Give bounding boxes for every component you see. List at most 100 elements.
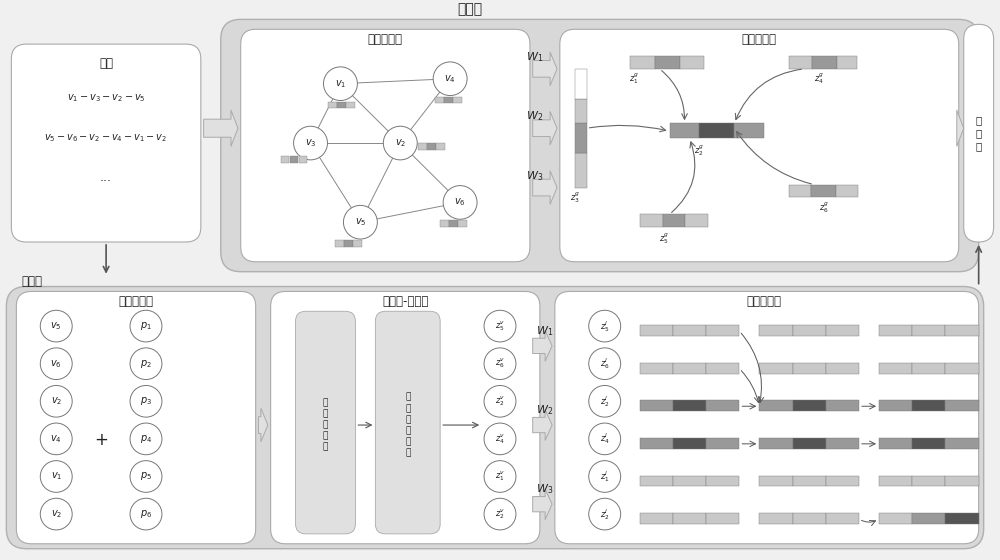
FancyBboxPatch shape	[964, 24, 994, 242]
Circle shape	[589, 423, 621, 455]
Circle shape	[589, 385, 621, 417]
Bar	[670, 123, 699, 138]
Bar	[706, 513, 739, 524]
Circle shape	[484, 385, 516, 417]
Text: $v_5$: $v_5$	[50, 320, 62, 332]
Circle shape	[484, 348, 516, 380]
Text: $z_5^l$: $z_5^l$	[600, 319, 610, 334]
Bar	[793, 438, 826, 449]
Text: $v_1$: $v_1$	[335, 78, 346, 90]
Text: $z_2^v$: $z_2^v$	[495, 507, 505, 521]
Text: $v_5-v_6-v_2-v_4-v_1-v_2$: $v_5-v_6-v_2-v_4-v_1-v_2$	[44, 132, 168, 144]
Text: $v_4$: $v_4$	[50, 433, 62, 445]
Bar	[344, 240, 353, 247]
Circle shape	[484, 461, 516, 492]
Bar	[673, 475, 706, 487]
Circle shape	[40, 310, 72, 342]
Text: 解耦学习层: 解耦学习层	[742, 32, 777, 46]
Text: $z_1^g$: $z_1^g$	[629, 71, 640, 86]
Bar	[328, 101, 337, 109]
Text: $W_3$: $W_3$	[526, 169, 544, 183]
Text: $+$: $+$	[94, 431, 108, 449]
Text: $v_2$: $v_2$	[51, 508, 62, 520]
Text: $z_6^l$: $z_6^l$	[600, 356, 610, 371]
Bar	[879, 475, 912, 487]
Bar	[435, 96, 444, 104]
Bar	[826, 513, 859, 524]
Text: 序列: 序列	[99, 58, 113, 71]
Bar	[673, 325, 706, 336]
Text: $z_4^v$: $z_4^v$	[495, 432, 505, 446]
Bar	[793, 325, 826, 336]
Bar	[811, 185, 836, 198]
Text: $z_2^g$: $z_2^g$	[694, 143, 705, 158]
Bar	[836, 185, 858, 198]
Bar	[789, 185, 811, 198]
Bar	[826, 400, 859, 411]
Bar	[793, 513, 826, 524]
Bar	[945, 400, 979, 411]
Circle shape	[130, 385, 162, 417]
Circle shape	[484, 498, 516, 530]
Text: $p_6$: $p_6$	[140, 508, 152, 520]
Circle shape	[40, 423, 72, 455]
Bar	[640, 363, 673, 374]
Circle shape	[443, 185, 477, 220]
Circle shape	[433, 62, 467, 96]
Circle shape	[323, 67, 357, 100]
FancyBboxPatch shape	[241, 29, 530, 262]
Bar	[699, 123, 734, 138]
FancyBboxPatch shape	[296, 311, 355, 534]
Circle shape	[40, 385, 72, 417]
Circle shape	[40, 348, 72, 380]
Bar	[458, 220, 467, 227]
Bar	[945, 438, 979, 449]
Text: $p_4$: $p_4$	[140, 433, 152, 445]
Bar	[945, 475, 979, 487]
Text: $p_3$: $p_3$	[140, 395, 152, 407]
Text: $z_6^g$: $z_6^g$	[819, 200, 829, 215]
Bar	[879, 363, 912, 374]
Circle shape	[40, 461, 72, 492]
Bar	[912, 475, 945, 487]
Text: $z_4^g$: $z_4^g$	[814, 71, 824, 86]
Bar	[575, 69, 587, 99]
Text: $W_3$: $W_3$	[536, 483, 554, 496]
Bar	[640, 438, 673, 449]
Text: $v_1$: $v_1$	[51, 470, 62, 482]
Text: $z_1^l$: $z_1^l$	[600, 469, 609, 484]
Bar	[793, 363, 826, 374]
Bar	[418, 143, 427, 150]
FancyBboxPatch shape	[555, 291, 979, 544]
Bar	[353, 240, 362, 247]
Text: 解耦学习层: 解耦学习层	[747, 295, 782, 308]
FancyBboxPatch shape	[375, 311, 440, 534]
Bar	[945, 325, 979, 336]
Bar	[912, 400, 945, 411]
FancyBboxPatch shape	[221, 20, 979, 272]
Bar	[436, 143, 445, 150]
FancyBboxPatch shape	[560, 29, 959, 262]
Circle shape	[40, 498, 72, 530]
Text: $z_5^g$: $z_5^g$	[659, 232, 670, 246]
Text: $z_4^l$: $z_4^l$	[600, 431, 610, 446]
Circle shape	[589, 498, 621, 530]
Text: $z_2^l$: $z_2^l$	[600, 394, 610, 409]
FancyBboxPatch shape	[11, 44, 201, 242]
Bar	[281, 156, 289, 163]
Bar	[673, 513, 706, 524]
Bar	[640, 214, 663, 227]
Bar	[346, 101, 355, 109]
Bar	[879, 438, 912, 449]
Bar	[673, 400, 706, 411]
Text: 变
分
自
编
码
器: 变 分 自 编 码 器	[406, 393, 411, 458]
Bar	[685, 214, 708, 227]
Bar	[826, 325, 859, 336]
Circle shape	[130, 423, 162, 455]
Bar	[427, 143, 436, 150]
Bar	[837, 56, 857, 69]
Bar	[706, 325, 739, 336]
Bar	[640, 400, 673, 411]
Bar	[912, 325, 945, 336]
Bar	[673, 438, 706, 449]
